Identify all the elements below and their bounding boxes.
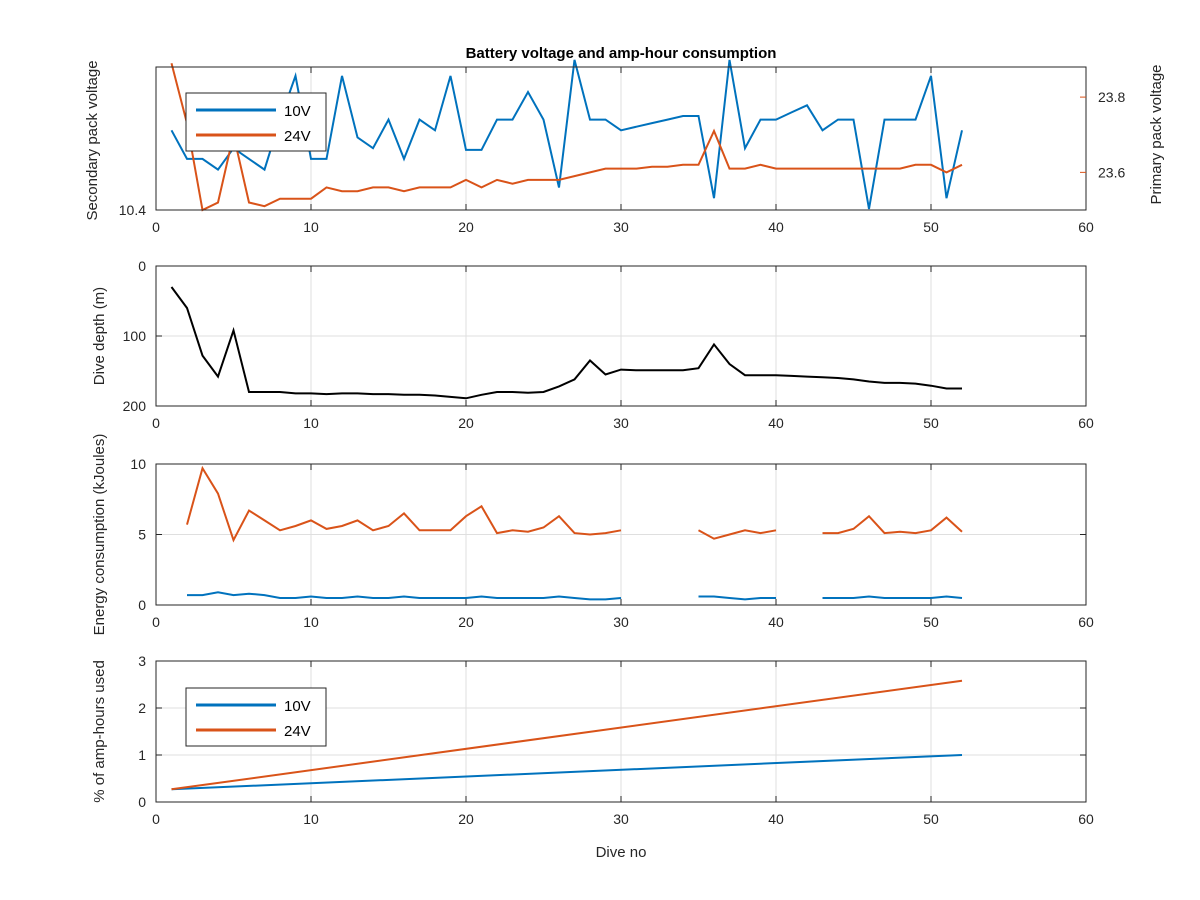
y-axis-label: Secondary pack voltage — [84, 60, 101, 220]
series-line-10V — [171, 754, 963, 791]
y-tick-label: 100 — [123, 328, 147, 344]
subplot-4: 0 10 20 30 40 50 60 0 1 2 3 % of amp-hours used Dive… — [91, 653, 1094, 861]
y-right-tick-label: 23.6 — [1098, 164, 1125, 180]
x-axis-label: Dive no — [596, 844, 647, 861]
chart-title: Battery voltage and amp-hour consumption — [466, 45, 777, 62]
x-tick-label: 50 — [923, 415, 939, 431]
x-tick-label: 20 — [458, 415, 474, 431]
x-tick-label: 30 — [613, 614, 629, 630]
x-tick-label: 30 — [613, 415, 629, 431]
series-line-24V — [171, 679, 963, 791]
x-tick-label: 0 — [152, 811, 160, 827]
y-tick-label: 0 — [138, 597, 146, 613]
y-tick-label: 0 — [138, 794, 146, 810]
y-axis-label: % of amp-hours used — [91, 660, 108, 803]
y-tick-label: 3 — [138, 653, 146, 669]
x-tick-label: 40 — [768, 415, 784, 431]
legend-box — [185, 92, 327, 152]
series-line-2-seg2 — [698, 595, 776, 601]
x-tick-label: 20 — [458, 614, 474, 630]
y-tick-label: 1 — [138, 747, 146, 763]
x-tick-label: 10 — [303, 219, 319, 235]
x-tick-label: 0 — [152, 415, 160, 431]
x-tick-label: 30 — [613, 811, 629, 827]
series-line-1-seg1 — [186, 465, 622, 543]
legend-label-10V: 10V — [284, 103, 311, 120]
y-tick-label: 5 — [138, 527, 146, 543]
x-tick-label: 0 — [152, 614, 160, 630]
y-tick-label: 0 — [138, 258, 146, 274]
series-line-1 — [170, 286, 962, 400]
y-axis-label: Energy consumption (kJoules) — [91, 434, 108, 636]
x-tick-label: 10 — [303, 415, 319, 431]
legend-label-10V: 10V — [284, 698, 311, 715]
x-tick-label: 60 — [1078, 811, 1094, 827]
x-tick-label: 40 — [768, 811, 784, 827]
legend-box — [185, 687, 327, 747]
series-line-24V — [170, 62, 963, 212]
x-tick-label: 30 — [613, 219, 629, 235]
x-tick-label: 0 — [152, 219, 160, 235]
x-tick-label: 20 — [458, 811, 474, 827]
x-tick-label: 50 — [923, 811, 939, 827]
y-tick-label: 2 — [138, 700, 146, 716]
y-tick-label: 10.4 — [119, 202, 146, 218]
subplot-3: 0 10 20 30 40 50 60 0 5 10 Energy consumption (kJo… — [91, 434, 1094, 636]
y-tick-label: 10 — [130, 456, 146, 472]
x-tick-label: 10 — [303, 811, 319, 827]
x-tick-label: 20 — [458, 219, 474, 235]
x-tick-label: 40 — [768, 219, 784, 235]
x-tick-label: 40 — [768, 614, 784, 630]
x-tick-label: 50 — [923, 219, 939, 235]
legend-label-24V: 24V — [284, 128, 311, 145]
y-right-tick-label: 23.8 — [1098, 89, 1125, 105]
y-right-axis-label: Primary pack voltage — [1148, 64, 1165, 204]
series-line-1-seg3 — [822, 514, 963, 535]
subplot-2: 0 10 20 30 40 50 60 0 100 200 Dive depth (m) — [91, 258, 1094, 431]
legend-label-24V: 24V — [284, 723, 311, 740]
y-tick-label: 200 — [123, 398, 147, 414]
x-tick-label: 60 — [1078, 614, 1094, 630]
series-line-2-seg3 — [822, 595, 963, 599]
x-tick-label: 50 — [923, 614, 939, 630]
x-tick-label: 60 — [1078, 219, 1094, 235]
x-tick-label: 60 — [1078, 415, 1094, 431]
series-line-1-seg2 — [698, 529, 777, 540]
x-tick-label: 10 — [303, 614, 319, 630]
series-line-2-seg1 — [187, 591, 622, 601]
subplot-1: 0 10 20 30 40 50 60 10.4 23.6 23.8 Primary pack vo… — [84, 45, 1165, 235]
y-axis-label: Dive depth (m) — [91, 287, 108, 385]
